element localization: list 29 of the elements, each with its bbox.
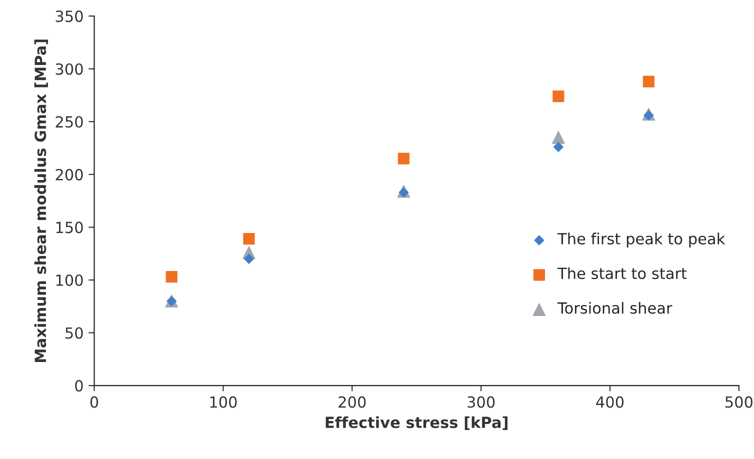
legend-label: The start to start: [557, 267, 687, 280]
x-tick-label: 500: [726, 396, 752, 408]
y-tick-label: 50: [66, 327, 83, 339]
legend-label: Torsional shear: [557, 302, 672, 314]
point: [398, 152, 410, 164]
point: [642, 76, 654, 88]
point: [552, 90, 564, 102]
y-tick-label: 200: [56, 168, 83, 180]
y-tick-label: 350: [56, 10, 83, 22]
x-tick-label: 400: [596, 396, 624, 408]
point: [644, 110, 654, 120]
x-tick-label: 100: [210, 396, 237, 408]
y-tick-label: 0: [75, 380, 83, 392]
point: [552, 131, 565, 144]
point: [244, 254, 254, 264]
y-tick-label: 250: [56, 116, 83, 128]
y-tick-label: 300: [56, 63, 83, 75]
y-tick-label: 150: [56, 222, 83, 234]
point: [166, 271, 178, 283]
x-axis-title: Effective stress [kPa]: [326, 416, 508, 430]
x-tick-label: 200: [338, 396, 366, 408]
legend-label: The first peak to peak: [557, 232, 726, 248]
point: [553, 142, 564, 152]
y-axis-title: Maximum shear modulus Gmax [MPa]: [34, 40, 48, 362]
y-tick-label: 100: [56, 274, 83, 286]
point: [243, 233, 255, 245]
point: [398, 187, 409, 198]
x-tick-label: 300: [468, 396, 495, 408]
x-tick-label: 0: [90, 396, 98, 408]
